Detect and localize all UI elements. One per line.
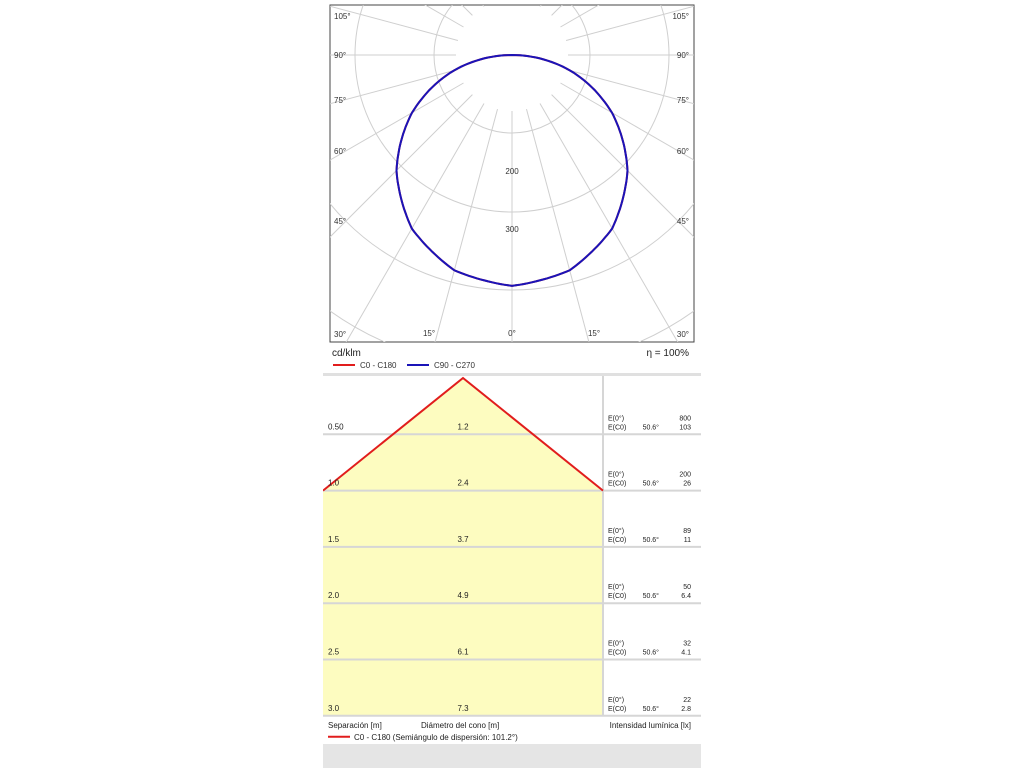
polar-grid bbox=[330, 0, 694, 342]
row-ec-value: 103 bbox=[679, 424, 691, 431]
polar-spoke bbox=[539, 103, 679, 342]
polar-spoke bbox=[330, 5, 459, 41]
legend-label-c0: C0 - C180 bbox=[360, 360, 397, 370]
row-ec-label: E(C0) bbox=[608, 481, 626, 488]
row-diameter: 2.4 bbox=[457, 479, 469, 488]
polar-diagram: 200 300 105° 90° 75° 60° 45° 30° 105° 90° 75° 60° 45… bbox=[329, 0, 695, 343]
angle-label-left: 90° bbox=[334, 51, 346, 60]
polar-spoke bbox=[330, 69, 459, 105]
angle-label-right: 105° bbox=[672, 12, 689, 21]
row-angle: 50.6° bbox=[643, 649, 660, 657]
angle-label-bottom: 15° bbox=[588, 329, 600, 338]
angle-label-right: 45° bbox=[677, 217, 689, 226]
footer-diameter-label: Diámetro del cono [m] bbox=[421, 721, 499, 730]
row-angle: 50.6° bbox=[643, 480, 660, 488]
row-ec-value: 11 bbox=[684, 537, 691, 544]
row-e0-value: 32 bbox=[683, 641, 691, 648]
row-ec-label: E(C0) bbox=[608, 706, 626, 713]
polar-spoke bbox=[330, 94, 473, 238]
row-e0-value: 200 bbox=[679, 472, 691, 479]
polar-spoke bbox=[565, 69, 694, 105]
angle-label-right: 90° bbox=[677, 51, 689, 60]
row-ec-value: 26 bbox=[683, 481, 691, 488]
row-ec-value: 6.4 bbox=[681, 593, 691, 600]
polar-spoke bbox=[345, 103, 485, 342]
legend-item-c0: C0 - C180 bbox=[333, 359, 396, 371]
radial-label: 200 bbox=[505, 167, 519, 176]
angle-label-left: 75° bbox=[334, 96, 346, 105]
polar-curve-c90-c270 bbox=[395, 54, 629, 287]
legend-label-c90: C90 - C270 bbox=[434, 360, 475, 370]
row-distance: 2.0 bbox=[328, 591, 340, 600]
row-e0-label: E(0°) bbox=[608, 583, 624, 591]
row-e0-label: E(0°) bbox=[608, 640, 624, 648]
angle-label-bottom: 15° bbox=[423, 329, 435, 338]
polar-spoke bbox=[526, 0, 667, 1]
legend-swatch-c0 bbox=[333, 364, 355, 366]
polar-spoke bbox=[434, 108, 498, 342]
cone-diagram: 0.50 1.2 E(0°) 800 E(C0) 50.6° 103 1.0 2.4 E(0°) 2… bbox=[323, 376, 701, 742]
angle-label-right: 60° bbox=[677, 147, 689, 156]
row-ec-label: E(C0) bbox=[608, 537, 626, 544]
efficiency-label: η = 100% bbox=[646, 348, 689, 359]
row-e0-value: 89 bbox=[683, 528, 691, 535]
row-e0-label: E(0°) bbox=[608, 527, 624, 535]
bottom-strip bbox=[323, 744, 701, 768]
row-ec-value: 4.1 bbox=[681, 650, 691, 657]
angle-label-left: 60° bbox=[334, 147, 346, 156]
cone-legend-label: C0 - C180 (Semiángulo de dispersión: 101… bbox=[354, 733, 518, 742]
polar-spoke bbox=[560, 82, 694, 161]
row-distance: 1.5 bbox=[328, 535, 340, 544]
row-distance: 1.0 bbox=[328, 479, 340, 488]
row-diameter: 7.3 bbox=[457, 704, 469, 713]
legend-swatch-c90 bbox=[407, 364, 429, 366]
polar-spoke bbox=[330, 82, 464, 161]
row-angle: 50.6° bbox=[643, 536, 660, 544]
row-diameter: 6.1 bbox=[457, 648, 469, 657]
footer-intensity-label: Intensidad lumínica [lx] bbox=[610, 721, 691, 730]
legend-item-c90: C90 - C270 bbox=[407, 359, 475, 371]
polar-diagram-panel: 200 300 105° 90° 75° 60° 45° 30° 105° 90° 75° 60° 45… bbox=[323, 0, 701, 373]
angle-label-right: 30° bbox=[677, 330, 689, 339]
row-e0-label: E(0°) bbox=[608, 414, 624, 422]
row-angle: 50.6° bbox=[643, 592, 660, 600]
row-diameter: 3.7 bbox=[457, 535, 469, 544]
row-distance: 0.50 bbox=[328, 422, 344, 431]
row-diameter: 4.9 bbox=[457, 591, 469, 600]
radial-label: 300 bbox=[505, 225, 519, 234]
polar-spoke bbox=[357, 0, 498, 1]
polar-spoke bbox=[565, 5, 694, 41]
cone-edge bbox=[323, 376, 604, 492]
row-distance: 3.0 bbox=[328, 704, 340, 713]
row-e0-value: 50 bbox=[683, 584, 691, 591]
row-e0-value: 800 bbox=[679, 415, 691, 422]
angle-label-left: 105° bbox=[334, 12, 351, 21]
panel-separator bbox=[323, 373, 701, 376]
angle-label-right: 75° bbox=[677, 96, 689, 105]
cone-diagram-panel: 0.50 1.2 E(0°) 800 E(C0) 50.6° 103 1.0 2.4 E(0°) 2… bbox=[323, 376, 701, 768]
polar-spoke bbox=[526, 108, 590, 342]
angle-label-left: 45° bbox=[334, 217, 346, 226]
row-distance: 2.5 bbox=[328, 648, 340, 657]
angle-label-left: 30° bbox=[334, 330, 346, 339]
row-angle: 50.6° bbox=[643, 705, 660, 713]
row-ec-label: E(C0) bbox=[608, 650, 626, 657]
footer-separation-label: Separación [m] bbox=[328, 721, 382, 730]
row-e0-label: E(0°) bbox=[608, 471, 624, 479]
row-diameter: 1.2 bbox=[457, 422, 469, 431]
polar-unit-label: cd/klm bbox=[332, 348, 361, 359]
row-angle: 50.6° bbox=[643, 423, 660, 431]
row-ec-label: E(C0) bbox=[608, 424, 626, 431]
polar-spoke bbox=[551, 94, 694, 238]
row-ec-value: 2.8 bbox=[681, 706, 691, 713]
row-ec-label: E(C0) bbox=[608, 593, 626, 600]
angle-label-bottom: 0° bbox=[508, 329, 516, 338]
row-e0-label: E(0°) bbox=[608, 696, 624, 704]
row-e0-value: 22 bbox=[683, 697, 691, 704]
